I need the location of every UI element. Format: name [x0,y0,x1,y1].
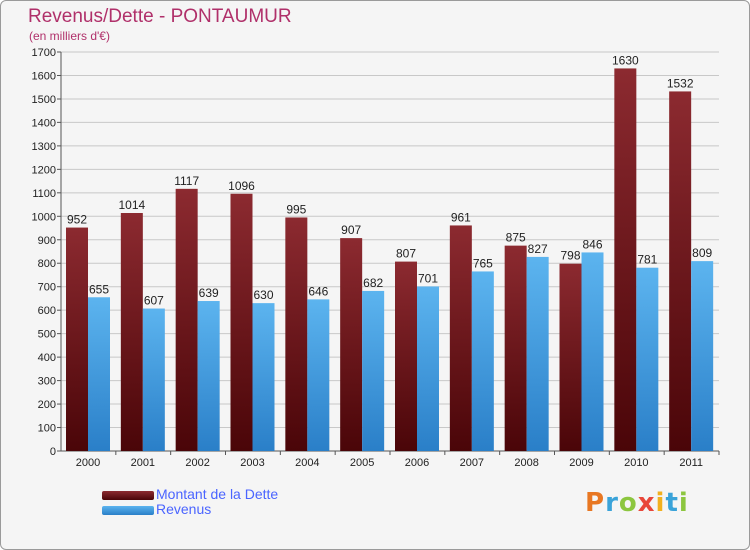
chart-title: Revenus/Dette - PONTAUMUR [28,6,292,27]
data-label-dette: 1096 [228,179,255,193]
bar-dette [395,261,417,451]
y-tick-label: 500 [38,329,56,341]
x-tick-label: 2009 [569,457,593,469]
data-label-dette: 1630 [612,53,639,67]
bar-dette [66,227,88,451]
bar-revenus [691,261,714,451]
x-tick-label: 2001 [131,457,155,469]
bar-revenus [307,299,330,451]
bar-dette [559,263,582,451]
y-tick-label: 100 [38,423,56,435]
data-label-dette: 1014 [118,198,145,212]
x-tick-label: 2011 [679,457,703,469]
data-label-revenus: 781 [637,253,657,267]
data-label-revenus: 639 [199,286,219,300]
data-label-dette: 1532 [667,76,694,90]
data-label-dette: 807 [396,247,416,261]
legend-label-revenus: Revenus [156,501,212,517]
proxiti-logo: Proxiti [585,488,689,518]
y-tick-label: 1500 [32,94,56,106]
data-label-dette: 1117 [174,174,199,188]
data-label-revenus: 701 [418,271,438,285]
x-tick-label: 2005 [350,457,374,469]
bar-dette [285,217,308,451]
data-label-revenus: 655 [89,282,109,296]
bar-dette [230,193,253,451]
data-label-revenus: 827 [528,242,548,256]
bar-dette [669,91,692,451]
data-label-dette: 798 [560,249,580,263]
y-tick-label: 400 [38,352,56,364]
logo-letter: r [605,488,619,518]
data-label-dette: 961 [451,210,471,224]
y-tick-label: 1000 [32,211,56,223]
x-tick-label: 2002 [185,457,209,469]
legend-swatch-dette [102,491,154,500]
y-tick-label: 600 [38,305,56,317]
bar-revenus [471,271,494,451]
logo-letter: o [618,488,638,518]
logo-letter: P [585,488,606,518]
data-label-revenus: 646 [308,284,328,298]
bar-revenus [417,286,439,451]
logo-letter: i [655,488,666,518]
y-tick-label: 300 [38,376,56,388]
x-tick-label: 2000 [76,457,100,469]
y-tick-label: 0 [50,446,56,458]
y-tick-label: 1600 [32,70,56,82]
data-label-revenus: 682 [363,276,383,290]
data-label-dette: 995 [286,202,306,216]
x-tick-label: 2003 [240,457,264,469]
chart-subtitle: (en milliers d'€) [29,29,110,43]
x-tick-label: 2010 [624,457,648,469]
y-tick-label: 1700 [32,47,56,59]
plot-area [61,52,719,451]
data-label-revenus: 765 [473,256,493,270]
y-tick-label: 1300 [32,141,56,153]
logo-letter: i [678,488,689,518]
x-tick-label: 2008 [514,457,538,469]
logo-letter: x [637,488,656,518]
bar-dette [175,188,198,451]
x-tick-label: 2006 [405,457,429,469]
bar-dette [340,238,363,451]
bar-dette [120,213,143,451]
x-tick-label: 2007 [460,457,484,469]
y-tick-label: 1400 [32,117,56,129]
y-tick-label: 1100 [32,188,56,200]
bar-revenus [142,308,165,451]
bar-revenus [581,252,604,451]
data-label-revenus: 630 [253,288,273,302]
y-tick-label: 1200 [32,164,56,176]
data-label-dette: 907 [341,223,361,237]
legend-label-dette: Montant de la Dette [156,486,279,502]
data-label-revenus: 846 [582,237,602,251]
bar-dette [504,245,527,451]
bar-revenus [88,297,110,451]
data-label-revenus: 809 [692,246,712,260]
bar-dette [614,68,637,451]
bar-revenus [636,267,659,451]
y-tick-label: 700 [38,282,56,294]
logo-letter: t [665,488,679,518]
bar-dette [449,225,472,451]
bar-revenus [197,301,220,451]
data-label-dette: 875 [506,231,526,245]
y-tick-label: 900 [38,235,56,247]
data-label-revenus: 607 [144,294,164,308]
y-tick-label: 800 [38,258,56,270]
bar-revenus [362,290,385,451]
legend-swatch-revenus [102,506,154,515]
bar-revenus [526,256,549,451]
y-tick-label: 200 [38,399,56,411]
bar-revenus [252,303,275,451]
x-tick-label: 2004 [295,457,319,469]
data-label-dette: 952 [67,213,87,227]
